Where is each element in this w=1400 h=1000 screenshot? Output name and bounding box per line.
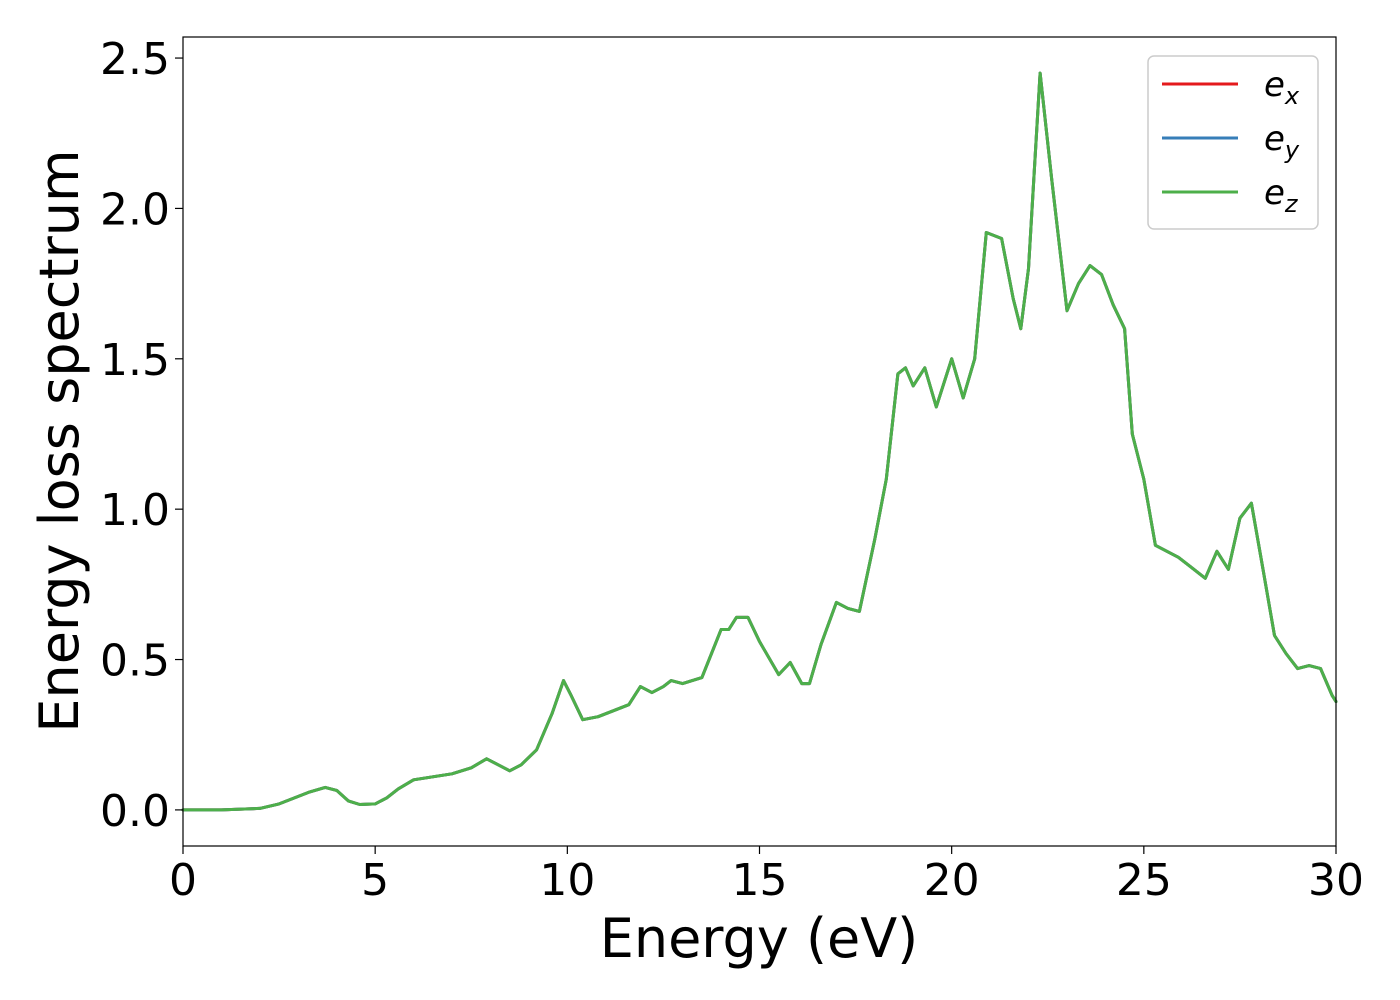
x-tick-label: 30: [1308, 855, 1364, 906]
y-tick-label: 2.5: [100, 34, 170, 85]
x-tick-label: 0: [169, 855, 197, 906]
legend-label-z: ez: [1264, 173, 1299, 218]
legend-label-y: ey: [1264, 119, 1300, 164]
y-axis-title: Energy loss spectrum: [28, 149, 91, 732]
y-tick-label: 0.0: [100, 786, 170, 837]
y-tick-label: 1.5: [100, 335, 170, 386]
y-tick-label: 2.0: [100, 184, 170, 235]
x-tick-label: 10: [539, 855, 595, 906]
y-tick-label: 0.5: [100, 636, 170, 687]
y-axis-ticks: 0.0 0.5 1.0 1.5 2.0 2.5: [100, 34, 183, 837]
legend-box: [1147, 55, 1319, 230]
x-axis-title: Energy (eV): [600, 907, 919, 970]
legend-label-subscript: z: [1284, 190, 1299, 218]
legend-label-main: e: [1264, 173, 1285, 213]
y-tick-label: 1.0: [100, 485, 170, 536]
x-tick-label: 5: [361, 855, 389, 906]
legend-label-subscript: x: [1284, 82, 1300, 110]
x-tick-label: 25: [1116, 855, 1172, 906]
x-tick-label: 15: [732, 855, 788, 906]
legend-label-x: ex: [1264, 65, 1300, 110]
x-tick-label: 20: [924, 855, 980, 906]
series-line-2: [181, 71, 1338, 812]
legend-label-main: e: [1264, 65, 1285, 105]
legend-label-main: e: [1264, 119, 1285, 159]
plot-lines: [181, 71, 1338, 812]
legend-label-subscript: y: [1284, 136, 1300, 164]
x-axis-ticks: 0 5 10 15 20 25 30: [169, 846, 1364, 906]
